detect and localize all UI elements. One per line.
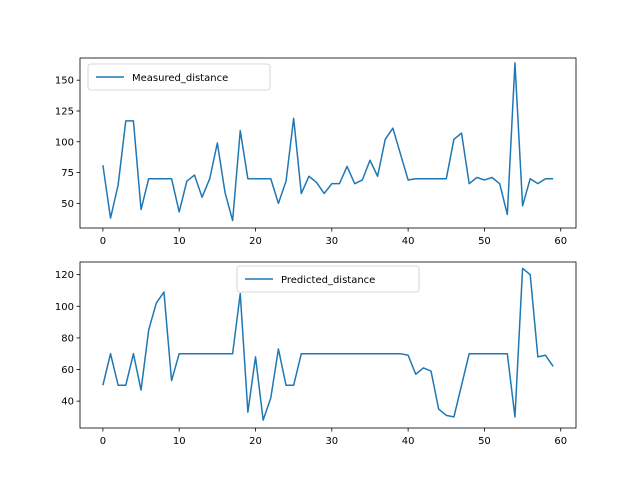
legend-box-1	[236, 265, 420, 293]
x-tick-label-1-3: 30	[325, 436, 338, 447]
x-tick-label-0-3: 30	[325, 236, 338, 247]
x-tick-label-1-6: 60	[554, 436, 567, 447]
y-tick-label-1-1: 60	[61, 365, 74, 376]
x-tick-label-0-6: 60	[554, 236, 567, 247]
y-tick-label-0-3: 125	[55, 106, 74, 117]
y-tick-label-1-4: 120	[55, 270, 74, 281]
legend-label-0: Measured_distance	[132, 73, 228, 84]
axes-frame-0	[79, 57, 577, 229]
x-tick-label-1-4: 40	[402, 436, 415, 447]
x-tick-label-0-5: 50	[478, 236, 491, 247]
series-line-0-0	[102, 62, 554, 222]
y-tick-label-0-1: 75	[61, 168, 74, 179]
series-line-1-0	[102, 267, 554, 421]
y-tick-label-1-0: 40	[61, 397, 74, 408]
x-tick-label-1-0: 0	[100, 436, 106, 447]
x-tick-label-0-2: 20	[249, 236, 262, 247]
legend-label-1: Predicted_distance	[281, 275, 375, 286]
legend-box-0	[87, 63, 271, 91]
x-tick-label-0-0: 0	[100, 236, 106, 247]
x-tick-label-0-1: 10	[173, 236, 186, 247]
x-tick-label-0-4: 40	[402, 236, 415, 247]
x-tick-label-1-2: 20	[249, 436, 262, 447]
x-tick-label-1-1: 10	[173, 436, 186, 447]
y-tick-label-0-2: 100	[55, 137, 74, 148]
y-tick-label-1-2: 80	[61, 333, 74, 344]
axes-frame-1	[79, 261, 577, 429]
y-tick-label-0-4: 150	[55, 76, 74, 87]
y-tick-label-1-3: 100	[55, 302, 74, 313]
subplot-predicted: 0 10 20 30 40 50 60 40 60 80 100 120 Predicted_dista…	[55, 261, 577, 447]
subplot-measured: 0 10 20 30 40 50 60 50 75 100 125 150 Measured_dista…	[55, 57, 577, 247]
y-tick-label-0-0: 50	[61, 199, 74, 210]
x-tick-label-1-5: 50	[478, 436, 491, 447]
